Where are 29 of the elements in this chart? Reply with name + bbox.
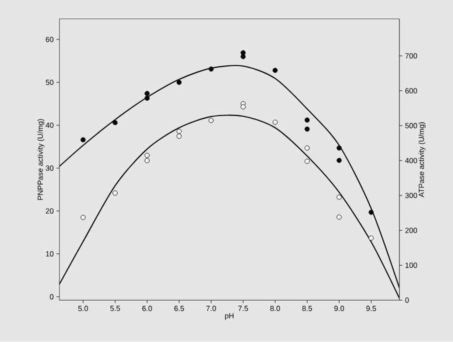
point [240, 104, 246, 110]
point [144, 158, 150, 164]
line-series [59, 65, 400, 288]
line-series [59, 114, 400, 299]
point [80, 137, 86, 142]
point [368, 210, 374, 215]
point [208, 66, 214, 72]
point [144, 152, 150, 158]
point [368, 236, 374, 241]
point [112, 120, 118, 126]
point [176, 134, 182, 139]
point [304, 146, 310, 151]
point [176, 128, 182, 134]
point [336, 214, 342, 220]
point [304, 126, 310, 132]
point [208, 118, 214, 124]
point [176, 80, 182, 85]
point [112, 190, 118, 196]
point [144, 96, 150, 101]
point [336, 158, 342, 163]
point [304, 158, 310, 164]
point [336, 194, 342, 200]
point [272, 120, 278, 125]
point [304, 118, 310, 123]
point [272, 68, 278, 73]
point [80, 214, 86, 220]
point [240, 54, 246, 60]
point [336, 145, 342, 151]
point [144, 91, 150, 96]
